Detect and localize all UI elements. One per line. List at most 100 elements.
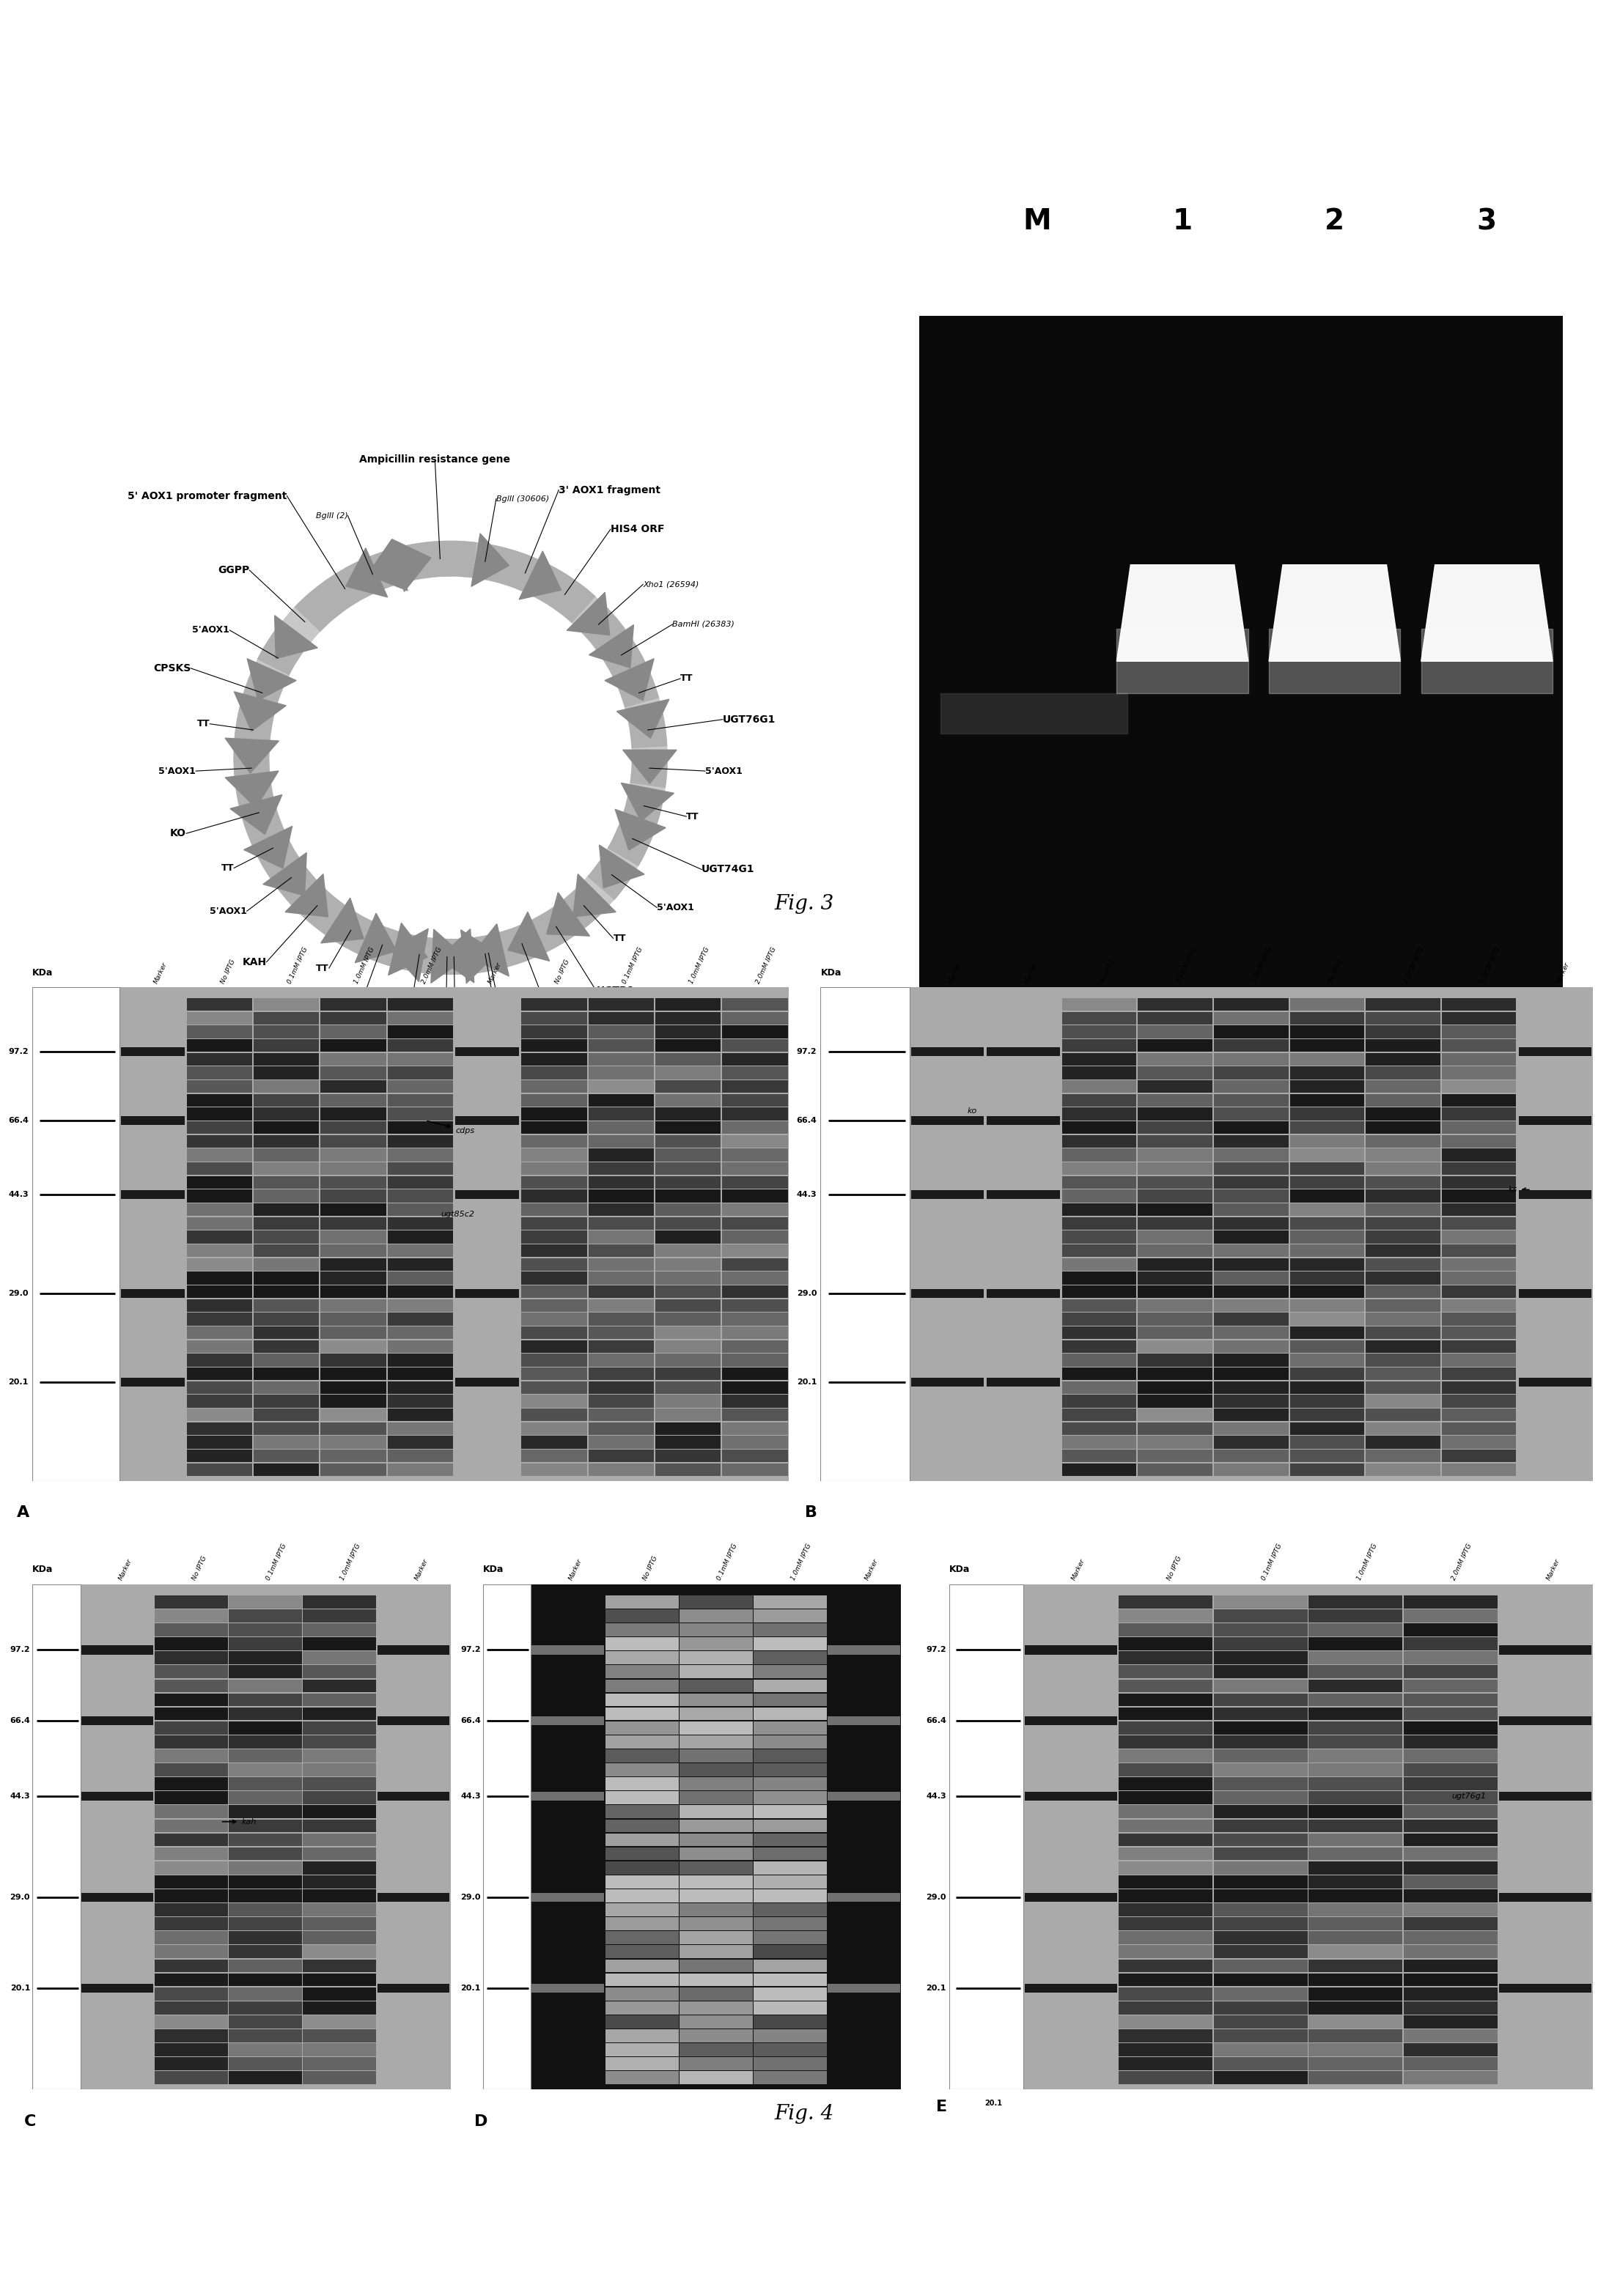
Bar — [821, 987, 909, 1481]
Bar — [455, 1047, 520, 1056]
Bar — [1213, 1832, 1308, 1846]
Polygon shape — [420, 937, 465, 976]
Bar — [254, 1368, 319, 1380]
Bar — [679, 1890, 753, 1903]
Bar — [80, 1584, 451, 2089]
Bar — [154, 1777, 228, 1791]
Text: KDa: KDa — [483, 1564, 504, 1575]
Bar — [254, 1300, 319, 1311]
Bar — [679, 1722, 753, 1733]
Bar — [154, 1750, 228, 1763]
Bar — [1213, 1805, 1308, 1818]
Bar — [589, 1272, 653, 1283]
Bar — [228, 1972, 302, 1986]
Bar — [1366, 1382, 1440, 1394]
Bar — [154, 1876, 228, 1887]
Bar — [154, 1791, 228, 1805]
Bar — [388, 1449, 454, 1463]
Bar — [753, 1917, 827, 1931]
Polygon shape — [508, 912, 550, 962]
Bar — [521, 1382, 587, 1394]
Bar — [254, 1258, 319, 1270]
Bar — [228, 1651, 302, 1665]
Bar — [655, 1368, 721, 1380]
Bar — [521, 1162, 587, 1176]
Bar — [1213, 1736, 1308, 1747]
Bar — [722, 1327, 788, 1339]
Bar — [605, 2030, 679, 2043]
Polygon shape — [233, 746, 270, 776]
Polygon shape — [388, 923, 428, 976]
Bar — [1403, 1708, 1498, 1720]
Bar — [1062, 1244, 1136, 1258]
Bar — [1213, 2030, 1308, 2043]
Bar — [1213, 1777, 1308, 1791]
Polygon shape — [623, 751, 677, 783]
Polygon shape — [285, 875, 328, 916]
Bar — [1308, 1791, 1403, 1805]
Bar — [80, 1646, 153, 1655]
Text: 2.0mM IPTG: 2.0mM IPTG — [420, 946, 442, 985]
Bar — [1442, 1258, 1516, 1270]
Bar — [154, 1903, 228, 1917]
Bar — [1213, 1988, 1308, 2000]
Bar — [302, 1708, 377, 1720]
Bar — [320, 1396, 386, 1407]
Bar — [521, 1134, 587, 1148]
Bar — [388, 1244, 454, 1258]
Text: 20.1: 20.1 — [927, 1984, 946, 1993]
Bar — [1118, 1832, 1213, 1846]
Bar — [154, 2071, 228, 2085]
Bar — [228, 1623, 302, 1637]
Bar — [320, 1435, 386, 1449]
Bar — [521, 1286, 587, 1297]
Bar — [187, 1054, 253, 1065]
Bar — [1213, 1244, 1289, 1258]
Bar — [722, 1162, 788, 1176]
Text: 2.0mM IPTG: 2.0mM IPTG — [755, 946, 777, 985]
Text: 66.4: 66.4 — [925, 1717, 946, 1724]
Bar — [154, 1862, 228, 1874]
Bar — [302, 1890, 377, 1903]
Bar — [320, 1107, 386, 1120]
Bar — [722, 1134, 788, 1148]
Bar — [320, 1217, 386, 1231]
Text: 1.0mM IPTG: 1.0mM IPTG — [1355, 1543, 1379, 1582]
Bar — [722, 1068, 788, 1079]
Bar — [228, 1958, 302, 1972]
Bar — [605, 1722, 679, 1733]
Polygon shape — [431, 930, 467, 983]
Bar — [679, 1623, 753, 1637]
Bar — [986, 1288, 1060, 1297]
Bar — [388, 999, 454, 1010]
Bar — [302, 2043, 377, 2057]
Bar — [1062, 1341, 1136, 1352]
Text: KDa: KDa — [32, 1564, 53, 1575]
Bar — [753, 1931, 827, 1945]
Bar — [753, 1750, 827, 1763]
Bar — [722, 1355, 788, 1366]
Bar — [154, 1736, 228, 1747]
Text: D: D — [475, 2115, 488, 2128]
Bar — [589, 1435, 653, 1449]
Bar — [1308, 1917, 1403, 1931]
Bar — [655, 1463, 721, 1476]
Polygon shape — [460, 930, 497, 983]
Bar — [388, 1162, 454, 1176]
Bar — [1118, 1623, 1213, 1637]
Bar — [1213, 1972, 1308, 1986]
Bar — [1213, 1421, 1289, 1435]
Bar — [1213, 1435, 1289, 1449]
Bar — [1025, 1892, 1117, 1901]
Bar — [605, 1876, 679, 1887]
Bar — [154, 1890, 228, 1903]
Bar — [1290, 1463, 1364, 1476]
Polygon shape — [235, 703, 275, 742]
Bar — [1062, 1286, 1136, 1297]
Bar — [722, 1026, 788, 1038]
Bar — [388, 1176, 454, 1189]
Bar — [1118, 1917, 1213, 1931]
Bar — [753, 1862, 827, 1874]
Bar — [1403, 1678, 1498, 1692]
Bar — [589, 999, 653, 1010]
